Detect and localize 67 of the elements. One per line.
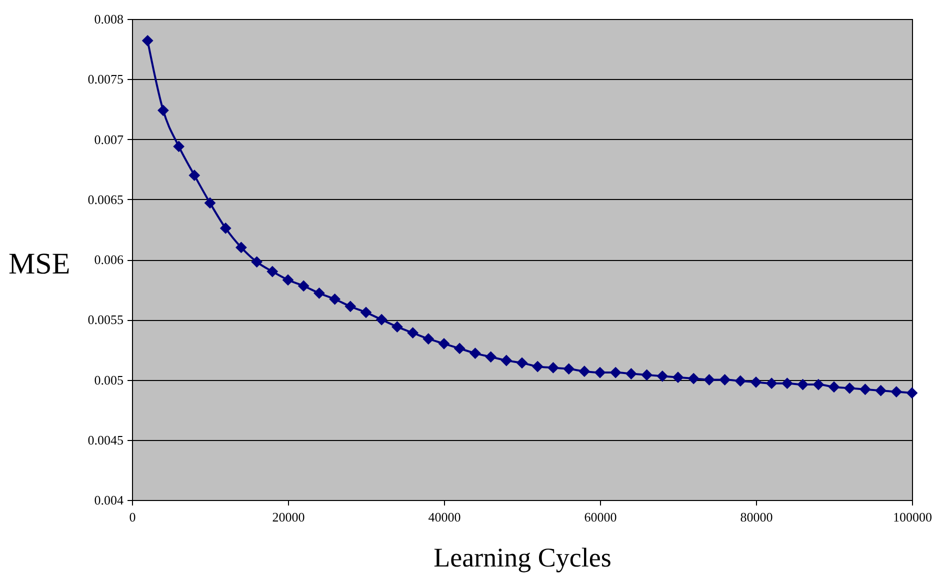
point	[282, 274, 294, 286]
point	[844, 382, 856, 394]
y-tick-label: 0.004	[94, 492, 124, 508]
y-tick-label: 0.0055	[88, 312, 124, 328]
point	[875, 384, 886, 396]
point	[594, 366, 606, 378]
point	[641, 369, 652, 381]
point	[626, 368, 637, 380]
point	[188, 170, 200, 182]
point	[812, 378, 824, 390]
point	[890, 386, 902, 398]
y-tick-label: 0.005	[94, 372, 124, 388]
point	[407, 327, 418, 339]
point	[173, 140, 184, 152]
point	[251, 256, 262, 268]
x-tick-label: 80000	[740, 510, 773, 524]
point	[548, 362, 559, 374]
point	[828, 381, 840, 393]
point	[360, 306, 372, 318]
point	[797, 378, 808, 390]
point	[672, 372, 684, 384]
point	[485, 351, 496, 363]
point	[298, 280, 310, 292]
point	[532, 360, 544, 372]
point	[656, 370, 668, 382]
y-tick-label: 0.0045	[88, 432, 124, 448]
x-tick-label: 20000	[272, 510, 305, 524]
point	[688, 372, 700, 384]
point	[563, 363, 574, 375]
x-tick-label: 40000	[428, 510, 461, 524]
y-axis-title: MSE	[8, 248, 70, 280]
point	[516, 357, 528, 369]
point	[329, 293, 340, 305]
point	[376, 314, 388, 326]
point	[422, 333, 434, 345]
x-tick-label: 60000	[584, 510, 617, 524]
point	[500, 354, 512, 366]
point	[454, 342, 466, 354]
point	[266, 266, 278, 278]
point	[236, 242, 247, 254]
point	[750, 376, 762, 388]
y-tick-label: 0.007	[94, 132, 124, 147]
x-tick-label: 0	[129, 510, 136, 524]
y-tick-label: 0.008	[94, 12, 124, 26]
point	[734, 375, 746, 387]
point	[578, 366, 590, 378]
point	[158, 104, 169, 116]
y-tick-label: 0.0065	[88, 192, 124, 207]
point	[860, 384, 871, 396]
point	[392, 321, 403, 333]
point	[766, 378, 778, 390]
point	[142, 34, 154, 46]
x-axis-title: Learning Cycles	[434, 542, 612, 572]
point	[314, 287, 325, 299]
y-tick-label: 0.006	[94, 252, 124, 267]
point	[782, 378, 793, 390]
point	[610, 366, 622, 378]
point	[220, 222, 232, 234]
x-tick-label: 100000	[893, 510, 932, 524]
point	[204, 197, 216, 209]
point	[470, 348, 481, 359]
point	[704, 374, 715, 386]
point	[719, 374, 730, 386]
point	[438, 338, 450, 350]
point	[906, 387, 918, 399]
y-tick-label: 0.0075	[88, 72, 124, 87]
point	[344, 300, 356, 312]
